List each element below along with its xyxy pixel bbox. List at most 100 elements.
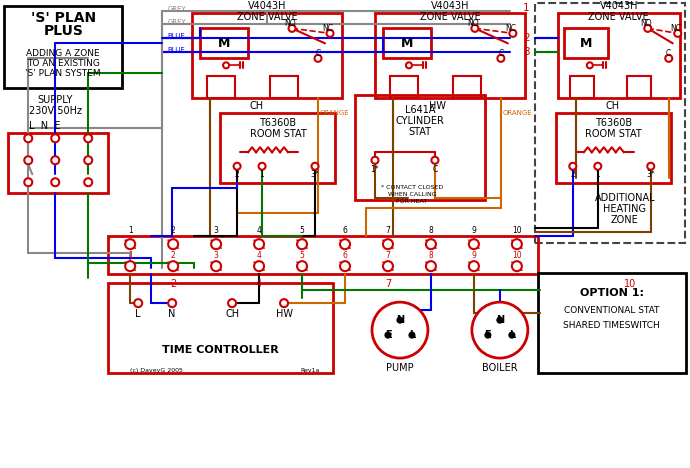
Circle shape — [228, 299, 236, 307]
Text: SHARED TIMESWITCH: SHARED TIMESWITCH — [564, 321, 660, 329]
Text: 1: 1 — [523, 3, 530, 14]
Circle shape — [569, 163, 576, 170]
Circle shape — [426, 239, 436, 249]
Bar — [627, 76, 651, 98]
Text: N: N — [168, 309, 176, 319]
Circle shape — [168, 239, 178, 249]
Text: GREY: GREY — [167, 7, 186, 12]
Text: V4043H: V4043H — [600, 1, 638, 11]
Bar — [270, 76, 298, 98]
Circle shape — [386, 333, 391, 337]
Text: 6: 6 — [342, 251, 348, 260]
Text: 2: 2 — [523, 33, 530, 44]
Text: M: M — [218, 37, 230, 50]
Bar — [8, 133, 108, 193]
Text: 4: 4 — [257, 226, 262, 234]
Circle shape — [168, 261, 178, 271]
Circle shape — [485, 333, 491, 337]
Circle shape — [24, 156, 32, 164]
Circle shape — [409, 333, 415, 337]
Bar — [200, 29, 248, 58]
Text: ORANGE: ORANGE — [503, 110, 533, 116]
Text: 2: 2 — [571, 170, 575, 179]
Circle shape — [406, 62, 412, 68]
Text: N: N — [396, 315, 404, 325]
Circle shape — [371, 157, 379, 164]
Circle shape — [234, 163, 241, 170]
Text: E: E — [384, 330, 391, 340]
Text: BLUE: BLUE — [167, 47, 185, 53]
Circle shape — [674, 30, 681, 37]
Text: N: N — [496, 315, 504, 325]
Text: 4: 4 — [256, 279, 262, 289]
Circle shape — [297, 261, 307, 271]
Circle shape — [223, 62, 229, 68]
Text: 1*: 1* — [371, 165, 380, 174]
Circle shape — [509, 333, 514, 337]
Bar — [390, 76, 418, 98]
Text: L: L — [135, 309, 141, 319]
Text: 7: 7 — [386, 251, 391, 260]
Text: 10: 10 — [624, 279, 636, 289]
Text: NO: NO — [640, 19, 651, 28]
Circle shape — [125, 239, 135, 249]
Circle shape — [472, 302, 528, 358]
Text: 9: 9 — [471, 251, 476, 260]
Text: L641A: L641A — [405, 105, 435, 115]
Circle shape — [512, 261, 522, 271]
Circle shape — [647, 163, 654, 170]
Bar — [383, 29, 431, 58]
Text: ZONE: ZONE — [611, 215, 639, 225]
Circle shape — [644, 25, 651, 32]
Bar — [570, 76, 594, 98]
Circle shape — [509, 30, 516, 37]
Circle shape — [340, 261, 350, 271]
Text: Rev1a: Rev1a — [300, 367, 319, 373]
Text: CONVENTIONAL STAT: CONVENTIONAL STAT — [564, 306, 660, 314]
Bar — [355, 95, 485, 200]
Bar — [4, 7, 122, 88]
Text: 2: 2 — [235, 170, 239, 179]
Text: BOILER: BOILER — [482, 363, 518, 373]
Circle shape — [469, 261, 479, 271]
Bar — [558, 14, 680, 98]
Circle shape — [254, 261, 264, 271]
Circle shape — [288, 25, 295, 32]
Text: HEATING: HEATING — [603, 204, 647, 214]
Text: C: C — [315, 49, 321, 58]
Text: 10: 10 — [512, 251, 522, 260]
Text: CYLINDER: CYLINDER — [395, 116, 444, 126]
Text: 2: 2 — [170, 279, 176, 289]
Circle shape — [340, 239, 350, 249]
Bar — [453, 76, 481, 98]
Text: NC: NC — [322, 24, 333, 33]
Circle shape — [84, 156, 92, 164]
Text: 1: 1 — [128, 251, 132, 260]
Text: 2: 2 — [170, 226, 175, 234]
Circle shape — [512, 239, 522, 249]
Text: 1: 1 — [259, 170, 264, 179]
Bar — [535, 3, 684, 243]
Text: HW: HW — [429, 101, 446, 111]
Circle shape — [586, 62, 593, 68]
Circle shape — [24, 134, 32, 142]
Circle shape — [397, 318, 402, 322]
Circle shape — [280, 299, 288, 307]
Text: NO: NO — [284, 19, 296, 28]
Circle shape — [426, 261, 436, 271]
Circle shape — [383, 261, 393, 271]
Text: 3: 3 — [214, 251, 219, 260]
Text: E: E — [484, 330, 491, 340]
Circle shape — [254, 239, 264, 249]
Text: FOR HEAT: FOR HEAT — [396, 199, 428, 204]
Text: HW: HW — [275, 309, 293, 319]
Text: C: C — [433, 165, 437, 174]
Text: ROOM STAT: ROOM STAT — [250, 129, 306, 139]
Text: L  N  E: L N E — [30, 121, 61, 132]
Text: NC: NC — [505, 24, 516, 33]
Circle shape — [383, 239, 393, 249]
Text: 4: 4 — [257, 251, 262, 260]
Circle shape — [297, 239, 307, 249]
Text: C: C — [666, 49, 671, 58]
Text: T6360B: T6360B — [595, 118, 632, 128]
